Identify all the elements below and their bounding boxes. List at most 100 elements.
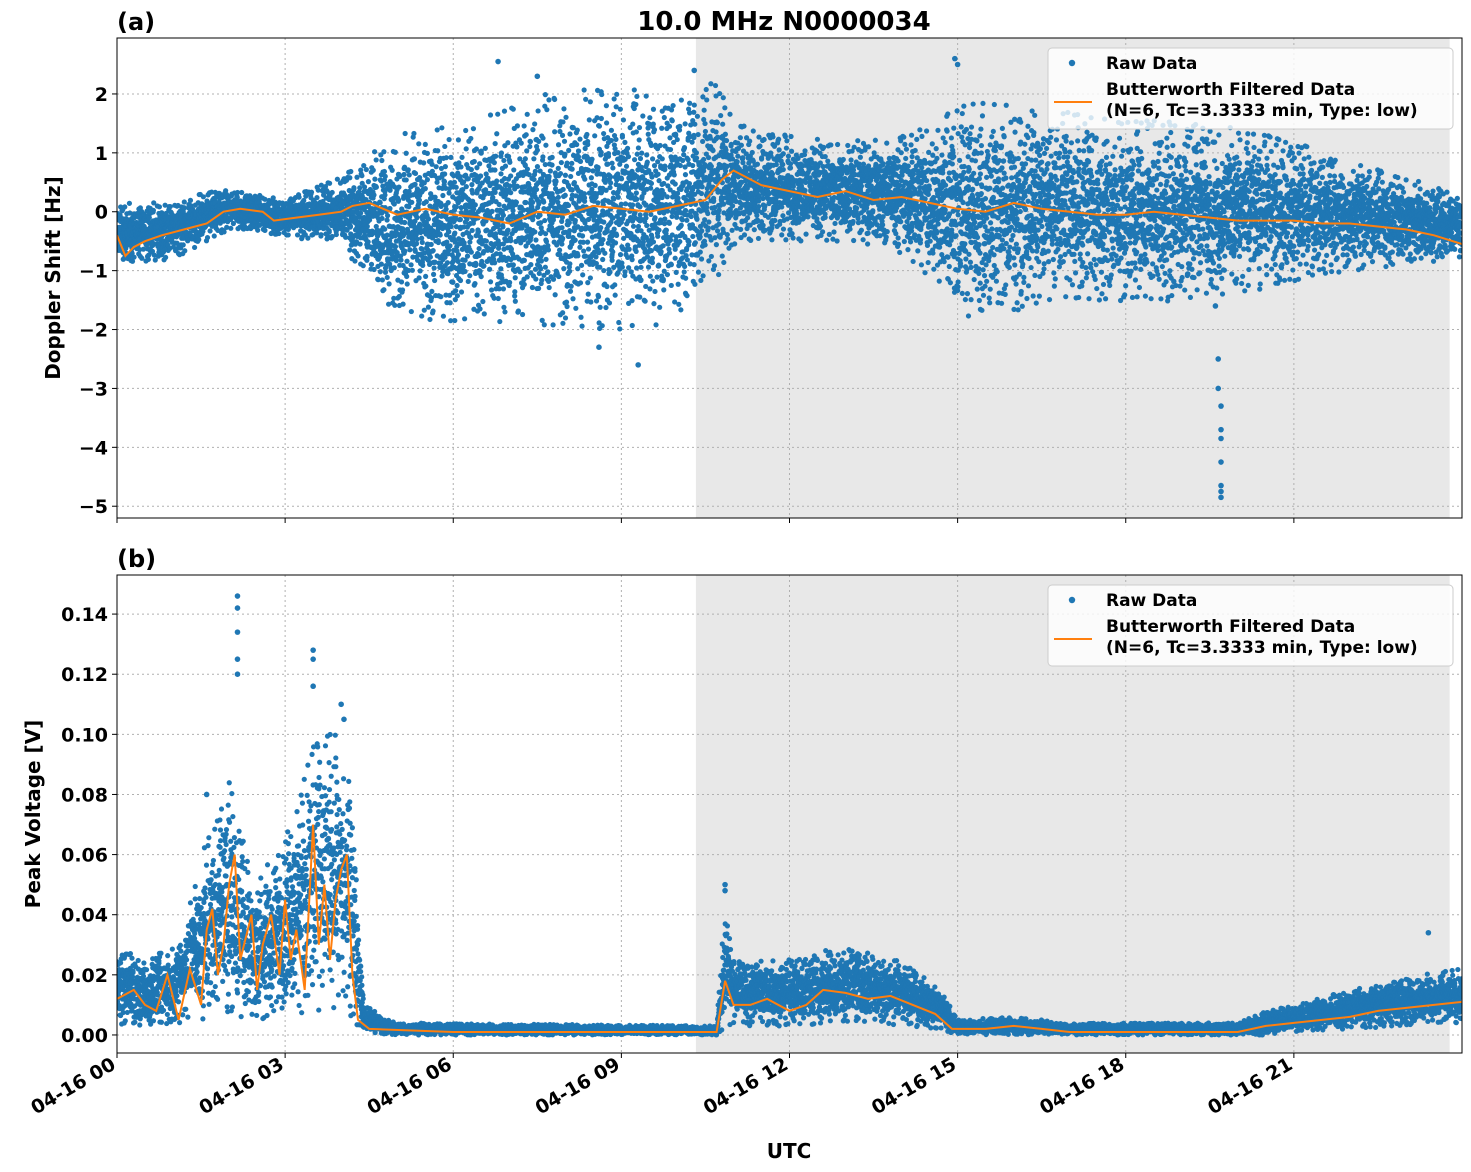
raw-data-point [678, 97, 684, 103]
raw-data-point [559, 225, 565, 231]
raw-data-point [608, 127, 615, 133]
raw-data-point [622, 201, 629, 207]
raw-data-point [702, 120, 708, 127]
raw-data-point [487, 266, 493, 272]
raw-data-point [553, 178, 559, 185]
raw-data-point [611, 226, 617, 232]
raw-data-point [701, 156, 707, 163]
raw-data-point [691, 109, 697, 115]
raw-data-point [655, 171, 661, 177]
raw-data-point [592, 133, 598, 139]
raw-data-point [521, 257, 527, 263]
raw-data-point [542, 264, 548, 270]
raw-data-point [697, 234, 703, 240]
raw-data-point [398, 279, 405, 285]
raw-data-point [561, 106, 567, 112]
raw-data-point [574, 127, 580, 133]
raw-data-point [620, 117, 627, 123]
raw-data-point [308, 189, 315, 195]
raw-data-point [656, 227, 662, 233]
raw-data-point [384, 274, 390, 281]
raw-data-point [378, 261, 384, 267]
raw-data-point [633, 101, 639, 108]
raw-data-point [530, 127, 536, 133]
raw-data-point [532, 229, 538, 235]
raw-data-point [549, 162, 555, 168]
raw-data-point [712, 82, 719, 89]
raw-data-point [634, 265, 640, 271]
raw-data-point [755, 235, 762, 242]
raw-data-point [688, 213, 694, 220]
raw-data-point [734, 159, 740, 165]
raw-data-point [710, 147, 716, 154]
raw-data-point [146, 214, 152, 221]
raw-data-point [589, 156, 595, 162]
raw-data-point [477, 161, 483, 167]
raw-data-point [694, 113, 701, 119]
raw-data-point [475, 229, 482, 235]
raw-data-point [377, 269, 383, 275]
raw-data-point [625, 154, 632, 160]
raw-data-point [675, 281, 681, 287]
raw-data-point [315, 187, 321, 193]
raw-data-point [416, 275, 422, 281]
raw-data-point [508, 238, 514, 244]
raw-data-point [314, 195, 320, 201]
raw-data-point [463, 184, 469, 190]
raw-data-point [404, 273, 410, 280]
raw-data-point [635, 145, 642, 151]
raw-data-point [563, 114, 569, 120]
raw-data-point [719, 253, 725, 259]
raw-data-point [682, 121, 688, 127]
raw-data-point [423, 199, 429, 205]
raw-data-point [391, 265, 397, 271]
raw-data-point [379, 215, 385, 222]
raw-data-point [473, 260, 479, 266]
raw-data-point [408, 262, 414, 268]
raw-data-point [594, 115, 600, 121]
raw-data-point [402, 219, 408, 226]
raw-data-point [496, 201, 502, 208]
raw-data-point [126, 200, 133, 206]
raw-data-point [619, 134, 626, 140]
raw-data-point [421, 307, 427, 313]
raw-data-point [521, 281, 527, 288]
raw-data-point [408, 308, 414, 315]
raw-data-point [577, 244, 583, 250]
raw-data-point [382, 173, 388, 179]
raw-data-point [419, 239, 425, 245]
raw-data-point [181, 199, 187, 205]
raw-data-point [673, 269, 679, 275]
raw-data-point [129, 258, 136, 264]
raw-data-point [196, 237, 202, 243]
raw-data-point [540, 197, 546, 204]
raw-data-point [629, 322, 635, 329]
raw-data-point [361, 184, 368, 190]
raw-data-point [365, 179, 372, 185]
raw-data-point [403, 177, 409, 183]
raw-data-point [494, 131, 500, 137]
raw-data-point [529, 199, 536, 205]
raw-data-point [483, 238, 489, 244]
raw-data-point [727, 111, 733, 117]
raw-data-point [617, 326, 623, 332]
raw-data-point [642, 298, 648, 304]
raw-data-point [396, 184, 402, 190]
raw-data-point [533, 186, 540, 193]
raw-data-point [473, 146, 480, 152]
raw-data-point [724, 232, 730, 238]
raw-data-point [529, 284, 535, 291]
raw-data-point [711, 263, 718, 269]
raw-data-point [636, 137, 642, 143]
raw-data-point [611, 111, 617, 118]
raw-data-point [631, 157, 638, 163]
raw-data-point [681, 144, 688, 151]
raw-data-point [603, 304, 609, 311]
raw-data-point [411, 156, 418, 162]
raw-data-point [458, 289, 465, 295]
raw-data-point [536, 285, 542, 291]
raw-data-point [502, 163, 509, 169]
raw-data-point [741, 123, 747, 129]
raw-data-point [560, 320, 566, 326]
